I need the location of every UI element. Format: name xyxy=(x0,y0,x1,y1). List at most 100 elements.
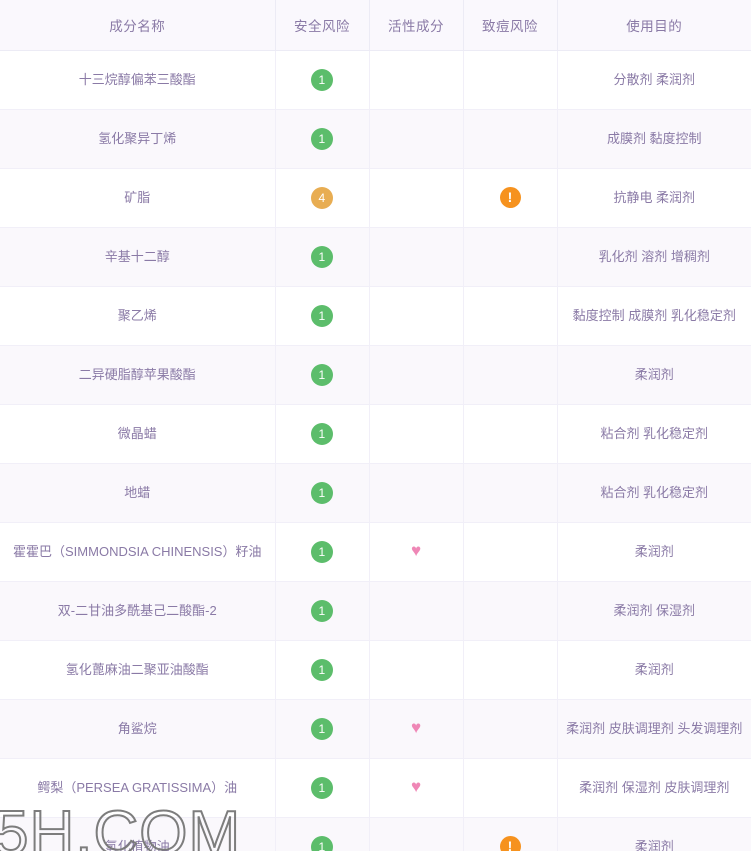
usage-purpose-cell: 乳化剂 溶剂 增稠剂 xyxy=(557,227,751,287)
usage-purpose-cell: 柔润剂 xyxy=(557,640,751,700)
safety-risk-badge: 1 xyxy=(311,482,333,504)
safety-risk-badge: 1 xyxy=(311,246,333,268)
active-ingredient-cell xyxy=(369,345,464,405)
ingredient-name-cell: 微晶蜡 xyxy=(0,404,276,464)
column-header-name: 成分名称 xyxy=(0,0,276,51)
active-ingredient-cell xyxy=(369,168,464,228)
heart-icon: ♥ xyxy=(410,718,422,738)
table-row: 氢化聚异丁烯 1 成膜剂 黏度控制 xyxy=(0,109,751,169)
usage-purpose-cell: 柔润剂 保湿剂 xyxy=(557,581,751,641)
heart-icon: ♥ xyxy=(410,777,422,797)
table-row: 角鲨烷 1 ♥ 柔润剂 皮肤调理剂 头发调理剂 xyxy=(0,699,751,759)
table-row: 氢化蓖麻油二聚亚油酸酯 1 柔润剂 xyxy=(0,640,751,700)
usage-purpose-cell: 柔润剂 xyxy=(557,522,751,582)
acne-risk-cell xyxy=(463,50,558,110)
active-ingredient-cell xyxy=(369,640,464,700)
table-row: 十三烷醇偏苯三酸酯 1 分散剂 柔润剂 xyxy=(0,50,751,110)
table-row: 双-二甘油多酰基己二酸酯-2 1 柔润剂 保湿剂 xyxy=(0,581,751,641)
usage-purpose-cell: 粘合剂 乳化稳定剂 xyxy=(557,463,751,523)
ingredient-name-cell: 辛基十二醇 xyxy=(0,227,276,287)
safety-risk-cell: 1 xyxy=(275,109,370,169)
acne-risk-cell: ! xyxy=(463,168,558,228)
usage-purpose-cell: 柔润剂 xyxy=(557,345,751,405)
empty-cell xyxy=(470,552,551,553)
safety-risk-badge: 1 xyxy=(311,423,333,445)
acne-risk-cell xyxy=(463,345,558,405)
empty-cell xyxy=(470,316,551,317)
safety-risk-badge: 1 xyxy=(311,777,333,799)
empty-cell xyxy=(376,139,457,140)
usage-purpose-cell: 成膜剂 黏度控制 xyxy=(557,109,751,169)
acne-risk-cell xyxy=(463,404,558,464)
safety-risk-badge: 1 xyxy=(311,836,333,851)
safety-risk-badge: 1 xyxy=(311,128,333,150)
active-ingredient-cell: ♥ xyxy=(369,758,464,818)
empty-cell xyxy=(470,80,551,81)
heart-icon: ♥ xyxy=(410,541,422,561)
empty-cell xyxy=(376,198,457,199)
empty-cell xyxy=(470,611,551,612)
empty-cell xyxy=(376,434,457,435)
warning-glyph: ! xyxy=(507,837,513,851)
empty-cell xyxy=(376,316,457,317)
empty-cell xyxy=(470,729,551,730)
safety-risk-badge: 1 xyxy=(311,69,333,91)
warning-exclamation-icon: ! xyxy=(499,187,521,209)
empty-cell xyxy=(376,80,457,81)
empty-cell xyxy=(376,257,457,258)
safety-risk-badge: 1 xyxy=(311,541,333,563)
active-ingredient-cell xyxy=(369,50,464,110)
warning-glyph: ! xyxy=(507,188,513,205)
safety-risk-cell: 1 xyxy=(275,758,370,818)
empty-cell xyxy=(470,434,551,435)
empty-cell xyxy=(470,670,551,671)
empty-cell xyxy=(470,375,551,376)
empty-cell xyxy=(470,139,551,140)
safety-risk-badge: 1 xyxy=(311,659,333,681)
ingredient-name-cell: 鳄梨（PERSEA GRATISSIMA）油 xyxy=(0,758,276,818)
safety-risk-badge: 4 xyxy=(311,187,333,209)
table-row: 霍霍巴（SIMMONDSIA CHINENSIS）籽油 1 ♥ 柔润剂 xyxy=(0,522,751,582)
safety-risk-cell: 1 xyxy=(275,522,370,582)
ingredient-name-cell: 氢化聚异丁烯 xyxy=(0,109,276,169)
active-ingredient-cell xyxy=(369,463,464,523)
table-row: 地蜡 1 粘合剂 乳化稳定剂 xyxy=(0,463,751,523)
safety-risk-cell: 1 xyxy=(275,581,370,641)
warning-exclamation-icon: ! xyxy=(499,836,521,851)
column-header-active: 活性成分 xyxy=(369,0,464,51)
active-ingredient-cell xyxy=(369,404,464,464)
usage-purpose-cell: 分散剂 柔润剂 xyxy=(557,50,751,110)
acne-risk-cell xyxy=(463,227,558,287)
usage-purpose-cell: 粘合剂 乳化稳定剂 xyxy=(557,404,751,464)
empty-cell xyxy=(376,611,457,612)
safety-risk-cell: 1 xyxy=(275,640,370,700)
ingredient-name-cell: 角鲨烷 xyxy=(0,699,276,759)
acne-risk-cell xyxy=(463,640,558,700)
usage-purpose-cell: 抗静电 柔润剂 xyxy=(557,168,751,228)
acne-risk-cell xyxy=(463,286,558,346)
safety-risk-badge: 1 xyxy=(311,305,333,327)
acne-risk-cell xyxy=(463,581,558,641)
safety-risk-badge: 1 xyxy=(311,364,333,386)
acne-risk-cell: ! xyxy=(463,817,558,851)
safety-risk-badge: 1 xyxy=(311,600,333,622)
empty-cell xyxy=(376,375,457,376)
column-header-acne: 致痘风险 xyxy=(463,0,558,51)
usage-purpose-cell: 柔润剂 皮肤调理剂 头发调理剂 xyxy=(557,699,751,759)
active-ingredient-cell: ♥ xyxy=(369,699,464,759)
table-row: 微晶蜡 1 粘合剂 乳化稳定剂 xyxy=(0,404,751,464)
safety-risk-cell: 1 xyxy=(275,817,370,851)
table-row: 辛基十二醇 1 乳化剂 溶剂 增稠剂 xyxy=(0,227,751,287)
table-row: 矿脂 4! 抗静电 柔润剂 xyxy=(0,168,751,228)
ingredient-name-cell: 矿脂 xyxy=(0,168,276,228)
empty-cell xyxy=(376,493,457,494)
safety-risk-cell: 1 xyxy=(275,227,370,287)
active-ingredient-cell: ♥ xyxy=(369,522,464,582)
empty-cell xyxy=(376,847,457,848)
ingredient-name-cell: 氢化植物油 xyxy=(0,817,276,851)
ingredient-name-cell: 聚乙烯 xyxy=(0,286,276,346)
acne-risk-cell xyxy=(463,109,558,169)
table-row: 鳄梨（PERSEA GRATISSIMA）油 1 ♥ 柔润剂 保湿剂 皮肤调理剂 xyxy=(0,758,751,818)
